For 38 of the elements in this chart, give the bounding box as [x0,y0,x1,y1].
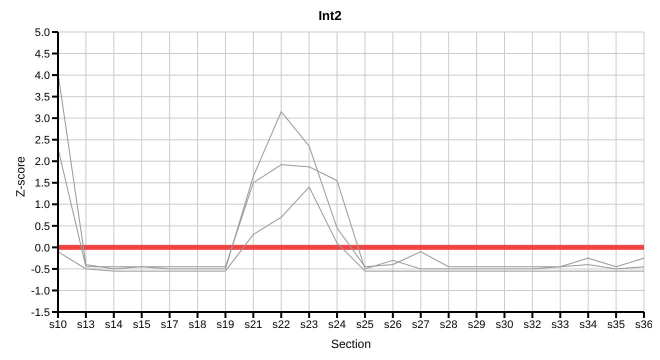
y-tick-label: 2.0 [34,156,50,168]
y-tick-label: 1.5 [34,178,50,190]
x-tick-label: s21 [244,318,262,331]
x-tick-label: s28 [440,318,458,331]
x-tick-label: s25 [356,318,374,331]
x-tick-label: s27 [412,318,430,331]
y-tick-label: 3.5 [34,92,50,104]
x-tick-label: s14 [104,318,123,331]
x-axis-title: Section [330,337,372,351]
x-tick-label: s26 [384,318,402,331]
y-tick-label: 3.0 [34,113,50,126]
x-tick-label: s32 [524,318,542,331]
x-tick-label: s18 [188,318,206,331]
y-tick-label: 1.0 [34,199,50,212]
x-tick-label: s17 [160,318,178,331]
y-tick-label: 2.5 [34,134,50,147]
x-tick-label: s33 [551,318,570,331]
x-tick-label: s35 [607,318,625,331]
y-tick-label: -1.0 [31,285,50,298]
y-axis-title: Z-score [13,156,28,197]
x-tick-label: s30 [496,318,514,331]
x-tick-label: s15 [132,318,151,331]
x-tick-label: s22 [272,318,290,331]
x-tick-label: s19 [216,318,234,331]
x-tick-label: s23 [300,318,318,331]
y-tick-label: -0.5 [31,264,50,276]
x-tick-label: s10 [49,318,67,331]
y-tick-label: 0.5 [34,220,50,233]
y-tick-label: 4.5 [34,48,50,60]
x-tick-label: s29 [468,318,486,331]
x-tick-label: s34 [579,318,598,331]
y-tick-label: -1.5 [31,306,50,319]
x-tick-label: s24 [328,318,346,331]
y-tick-label: 5.0 [34,26,50,39]
chart-title: Int2 [317,8,343,25]
x-tick-label: s13 [77,318,95,331]
y-tick-label: 0.0 [34,242,50,254]
y-tick-label: 4.0 [34,70,50,82]
